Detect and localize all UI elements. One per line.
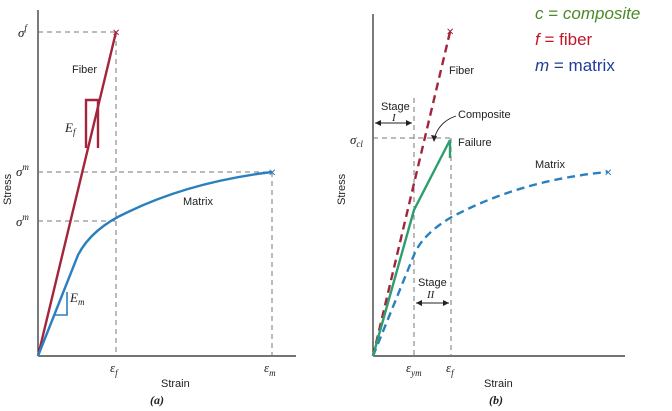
panel-a-matrix-failure-mark: ✕ [268, 168, 276, 179]
panel-b: Stage I Stage II ✕ ✕ Fiber Composite Fai… [336, 14, 625, 407]
panel-b-stage2-arrowhead-left [416, 300, 422, 306]
panel-a-fiber-failure-mark: ✕ [112, 28, 120, 39]
panel-b-composite-pointer-head [431, 135, 437, 142]
panel-b-matrix-label: Matrix [535, 159, 565, 171]
legend-composite: c = composite [535, 4, 640, 23]
panel-b-matrix-failure-mark: ✕ [604, 168, 612, 179]
panel-a-fiber-line [36, 31, 118, 357]
panel-b-caption: (b) [489, 393, 503, 407]
panel-a-matrix-curve [36, 170, 273, 357]
panel-b-fiber-label: Fiber [449, 65, 474, 77]
panel-b-composite-pointer [433, 115, 457, 141]
panel-b-stage2-label: Stage [418, 277, 447, 289]
panel-b-fiber-failure-mark: ✕ [446, 27, 454, 38]
panel-b-stage2-num: II [426, 289, 436, 301]
panel-b-stage1-arrowhead-left [375, 120, 381, 126]
panel-b-composite-label: Composite [458, 109, 511, 121]
panel-b-matrix-curve [371, 170, 609, 357]
panel-a-ef-label: Ef [64, 120, 77, 137]
panel-b-stage1-num: I [391, 112, 397, 124]
panel-a-ytick-sigma-m: σm [16, 162, 29, 179]
panel-a-em-label: Em [69, 290, 85, 307]
panel-b-stage1-label: Stage [381, 101, 410, 113]
panel-a-xtick-eps-f: εf [110, 360, 119, 378]
panel-a-matrix-label: Matrix [183, 196, 213, 208]
panel-a-em-slope-triangle [55, 292, 68, 316]
panel-b-ylabel: Stress [336, 173, 348, 205]
panel-a-fiber-label: Fiber [72, 64, 97, 76]
panel-a-ytick-sigma-m-prime: σm [16, 212, 29, 229]
legend-matrix: m = matrix [535, 56, 615, 75]
panel-b-xtick-eps-ym: εym [406, 360, 422, 378]
panel-b-xtick-eps-f: εf [446, 360, 455, 378]
panel-b-stage1-arrowhead-right [406, 120, 412, 126]
panel-b-fiber-line [371, 31, 452, 357]
panel-a: ✕ ✕ Fiber Matrix Ef Em σf σm σm εf εm St… [2, 10, 296, 407]
panel-a-ef-slope-triangle [84, 98, 100, 148]
panel-a-xtick-eps-m: εm [264, 360, 276, 378]
panel-b-failure-label: Failure [458, 137, 492, 149]
panel-a-ytick-sigma-f: σf [18, 23, 28, 40]
panel-b-composite-line [371, 139, 452, 357]
panel-a-xlabel: Strain [161, 378, 190, 390]
panel-b-stage2-arrowhead-right [443, 300, 449, 306]
legend-fiber: f = fiber [535, 30, 593, 49]
panel-b-ytick-sigma-cl: σcl [350, 132, 363, 149]
panel-a-ylabel: Stress [2, 173, 14, 205]
panel-b-xlabel: Strain [484, 378, 513, 390]
panel-a-caption: (a) [150, 393, 164, 407]
legend: c = composite f = fiber m = matrix [535, 4, 640, 75]
